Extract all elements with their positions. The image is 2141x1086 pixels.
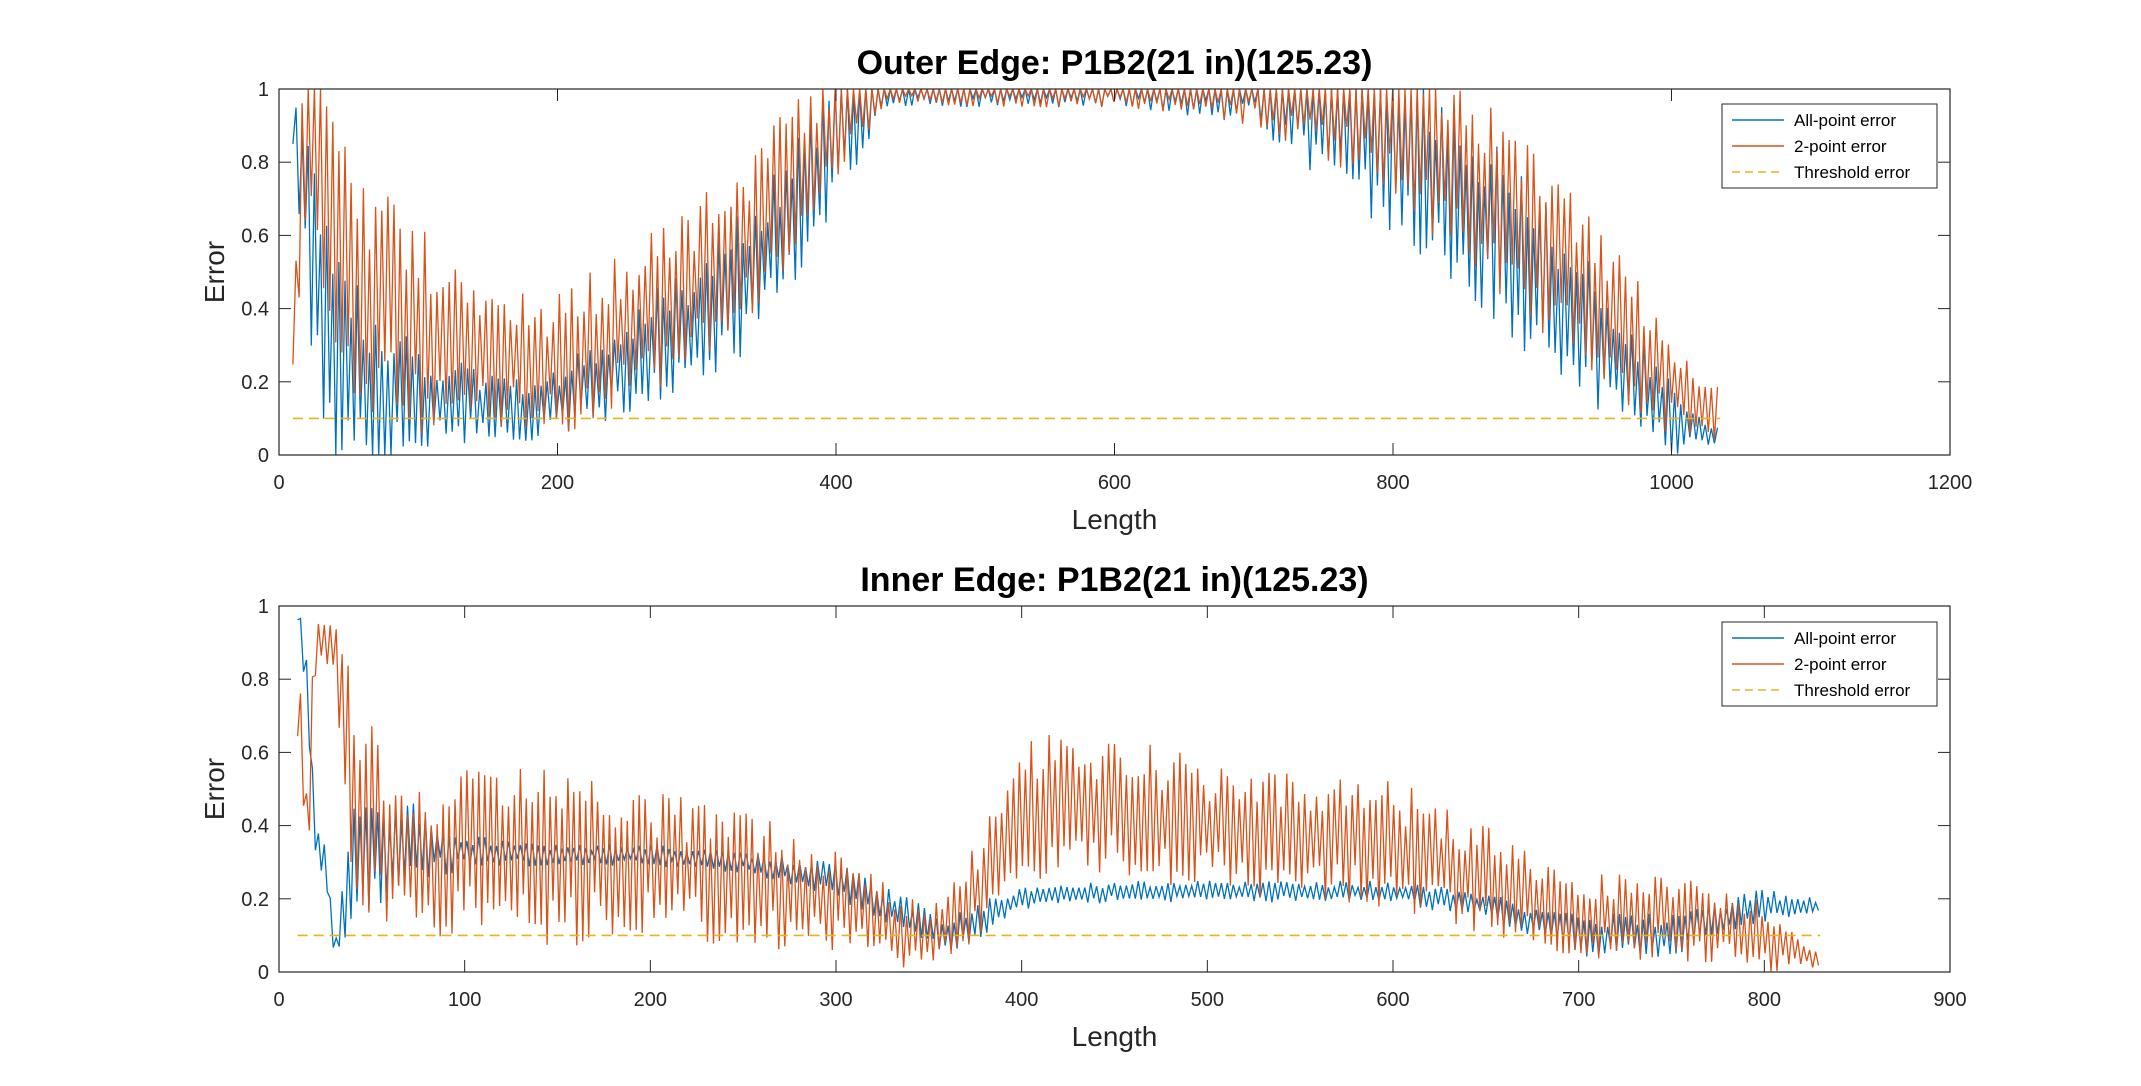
plot-area <box>292 89 1721 455</box>
axes-box <box>278 605 1951 973</box>
y-tick-label: 0.2 <box>241 372 269 394</box>
x-tick-label: 0 <box>273 989 284 1011</box>
chart-title: Inner Edge: P1B2(21 in)(125.23) <box>860 561 1368 599</box>
x-tick-label: 200 <box>634 989 667 1011</box>
legend: All-point error 2-point error Threshold er… <box>1721 621 1938 707</box>
y-tick-label: 0.8 <box>241 152 269 174</box>
y-tick-label: 1 <box>258 79 269 101</box>
legend-label: All-point error <box>1794 111 1896 130</box>
y-tick-label: 0 <box>258 445 269 467</box>
y-tick-label: 0.6 <box>241 742 269 764</box>
y-tick-label: 0 <box>258 962 269 984</box>
x-tick-label: 800 <box>1748 989 1781 1011</box>
y-axis-label: Error <box>199 241 230 303</box>
y-tick-label: 0.4 <box>241 299 269 321</box>
x-tick-label: 800 <box>1376 472 1409 494</box>
y-axis-label: Error <box>199 758 230 820</box>
x-tick-label: 200 <box>541 472 574 494</box>
x-tick-label: 1200 <box>1928 472 1973 494</box>
x-tick-label: 400 <box>1005 989 1038 1011</box>
y-tick-label: 1 <box>258 596 269 618</box>
y-tick-label: 0.4 <box>241 816 269 838</box>
x-axis-label: Length <box>1072 504 1158 535</box>
legend: All-point error 2-point error Threshold er… <box>1721 103 1938 189</box>
y-tick-label: 0.6 <box>241 225 269 247</box>
y-tick-label: 0.2 <box>241 889 269 911</box>
x-tick-label: 900 <box>1933 989 1966 1011</box>
y-tick-label: 0.8 <box>241 669 269 691</box>
plot-area <box>296 617 1820 972</box>
x-tick-label: 100 <box>448 989 481 1011</box>
x-tick-label: 600 <box>1376 989 1409 1011</box>
series-line <box>296 623 1820 972</box>
x-axis-label: Length <box>1072 1021 1158 1052</box>
inner-edge-chart: Inner Edge: P1B2(21 in)(125.23) 0 100 200 30… <box>199 561 1967 1052</box>
chart-title: Outer Edge: P1B2(21 in)(125.23) <box>857 44 1373 82</box>
legend-label: All-point error <box>1794 629 1896 648</box>
outer-edge-chart: Outer Edge: P1B2(21 in)(125.23) 0 200 400 60… <box>199 44 1972 535</box>
x-tick-label: 300 <box>819 989 852 1011</box>
x-tick-label: 0 <box>273 472 284 494</box>
legend-label: Threshold error <box>1794 681 1911 700</box>
x-tick-label: 700 <box>1562 989 1595 1011</box>
series-line <box>292 89 1719 441</box>
x-tick-label: 600 <box>1098 472 1131 494</box>
legend-label: 2-point error <box>1794 655 1887 674</box>
x-tick-label: 1000 <box>1649 472 1694 494</box>
x-tick-label: 400 <box>819 472 852 494</box>
x-tick-label: 500 <box>1191 989 1224 1011</box>
legend-label: Threshold error <box>1794 163 1911 182</box>
legend-label: 2-point error <box>1794 137 1887 156</box>
